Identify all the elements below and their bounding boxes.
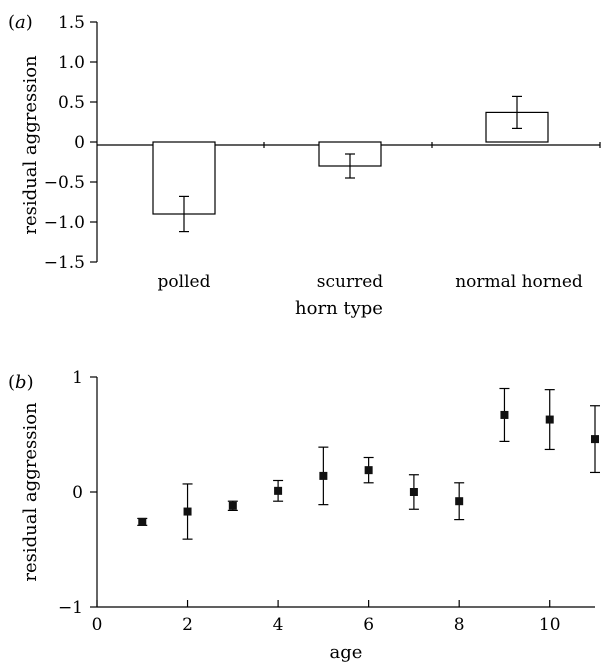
- panel-a-label: (a): [8, 12, 33, 33]
- panel-a-error-bar: [179, 195, 189, 233]
- panel-a-category-label: normal horned: [455, 272, 583, 292]
- panel-b-x-tick-label: 10: [539, 615, 561, 635]
- panel-a-error-bar: [345, 153, 355, 179]
- panel-b-x-axis-title: age: [330, 642, 363, 663]
- panel-a-x-axis-title: horn type: [295, 298, 383, 319]
- panel-a-x-ticks: [263, 142, 601, 148]
- panel-a-y-axis-title: residual aggression: [20, 55, 41, 235]
- panel-b-point: [409, 488, 418, 496]
- panel-b-x-tick-label: 6: [363, 615, 374, 635]
- panel-b-y-axis-title: residual aggression: [20, 402, 41, 582]
- panel-a-y-tick-label: −1.5: [44, 253, 85, 273]
- panel-a-bars: [152, 95, 549, 233]
- panel-a-y-tick-label: −1.0: [44, 213, 85, 233]
- panel-a-category-label: polled: [158, 272, 211, 292]
- panel-a-y-tick-label: 0: [74, 133, 85, 153]
- panel-b-point: [183, 507, 192, 516]
- panel-b-x-tick-label: 4: [273, 615, 284, 635]
- panel-b-point: [455, 497, 464, 506]
- panel-b-y-ticks: 1 0 −1: [58, 368, 97, 618]
- panel-a-y-tick-label: 1.0: [58, 53, 85, 73]
- panel-b-x-ticks: 0 2 4 6 8 10: [92, 600, 561, 635]
- panel-a-y-tick-label: 0.5: [58, 93, 85, 113]
- panel-b-point: [364, 466, 373, 475]
- panel-b-point: [545, 415, 554, 424]
- panel-b-x-tick-label: 8: [454, 615, 465, 635]
- panel-b-point: [228, 501, 237, 510]
- panel-b-point: [319, 471, 328, 480]
- panel-b-y-tick-label: 1: [72, 368, 83, 388]
- panel-b-x-tick-label: 0: [92, 615, 103, 635]
- panel-a-category-label: scurred: [317, 272, 384, 292]
- panel-b-point: [591, 435, 599, 444]
- panel-b-point: [274, 486, 283, 495]
- panel-a-bar-chart: (a) residual aggression 1.5 1.0 0.5 0 −0.5 −1…: [8, 12, 601, 319]
- panel-b-point: [500, 410, 509, 419]
- panel-b-label: (b): [8, 372, 34, 393]
- panel-b-scatter-chart: (b) residual aggression 10−1 0 2 4 6 8 10 age: [8, 368, 600, 663]
- panel-a-y-ticks: 1.5 1.0 0.5 0 −0.5 −1.0 −1.5: [44, 13, 97, 273]
- panel-a-y-tick-label: 1.5: [58, 13, 85, 33]
- panel-b-y-tick-label: 0: [72, 483, 83, 503]
- panel-b-x-tick-label: 2: [182, 615, 193, 635]
- panel-a-category-labels: polled scurred normal horned: [158, 272, 583, 292]
- panel-a-y-tick-label: −0.5: [44, 173, 85, 193]
- panel-b-point: [138, 517, 147, 526]
- panel-b-points: [137, 387, 600, 540]
- panel-a-error-bar: [512, 95, 522, 129]
- panel-b-y-tick-label: −1: [58, 598, 83, 618]
